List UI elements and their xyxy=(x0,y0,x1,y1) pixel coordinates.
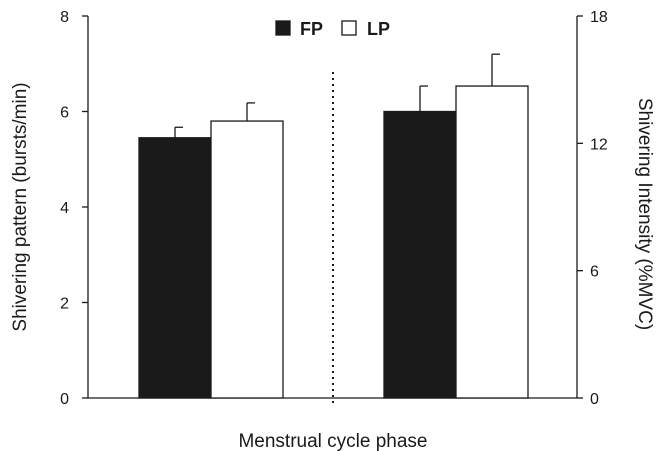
left-tick-label: 8 xyxy=(60,9,69,26)
y2-axis-label: Shivering Intensity (%MVC) xyxy=(634,98,655,330)
legend: FP LP xyxy=(275,19,390,39)
right-tick-label: 6 xyxy=(590,264,599,281)
bar-lp-group-2 xyxy=(455,85,529,399)
legend-swatch-lp xyxy=(341,20,357,36)
left-y-ticks: 0 2 4 6 8 xyxy=(60,9,88,408)
right-tick-label: 18 xyxy=(590,9,608,26)
left-tick-label: 2 xyxy=(60,296,69,313)
legend-label-lp: LP xyxy=(367,19,390,39)
right-tick-label: 0 xyxy=(590,391,599,408)
right-tick-label: 12 xyxy=(590,136,608,153)
x-axis-label: Menstrual cycle phase xyxy=(238,431,427,451)
right-y-ticks: 0 6 12 18 xyxy=(577,9,608,408)
legend-swatch-fp xyxy=(275,20,291,36)
bar-lp-group-1 xyxy=(210,120,284,399)
bars xyxy=(138,53,529,399)
left-tick-label: 4 xyxy=(60,200,69,217)
left-tick-label: 6 xyxy=(60,105,69,122)
left-tick-label: 0 xyxy=(60,391,69,408)
bar-fp-group-1 xyxy=(138,137,212,399)
bar-fp-group-2 xyxy=(383,110,457,399)
y-axis-label: Shivering pattern (bursts/min) xyxy=(10,82,31,331)
legend-label-fp: FP xyxy=(300,19,323,39)
